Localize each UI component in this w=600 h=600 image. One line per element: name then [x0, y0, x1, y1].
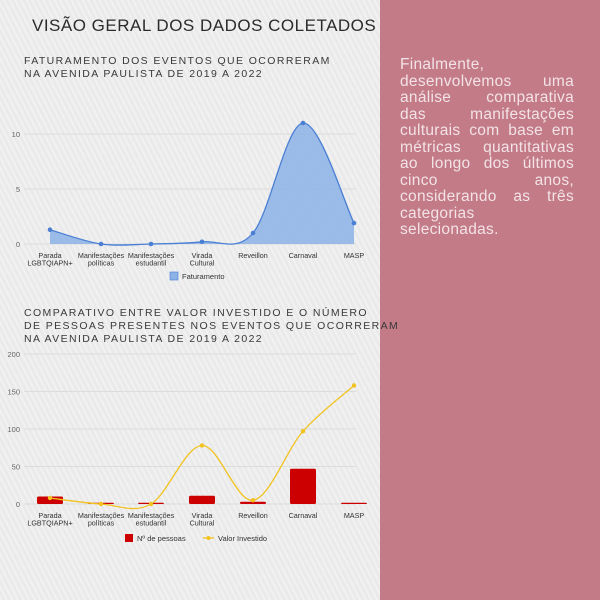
investment-point: [47, 495, 53, 501]
x-tick-label: Manifestações: [128, 511, 175, 520]
investment-point: [199, 443, 205, 448]
x-tick-label: Virada: [192, 251, 213, 260]
description-text: Finalmente, desenvolvemos uma análise co…: [400, 56, 574, 238]
legend-label: Faturamento: [182, 272, 225, 281]
y-tick-label: 10: [12, 130, 20, 139]
legend-swatch: [169, 271, 179, 281]
chart1-title-line: FATURAMENTO DOS EVENTOS QUE OCORRERAM: [24, 55, 331, 67]
chart2-title: COMPARATIVO ENTRE VALOR INVESTIDO E O NÚ…: [24, 307, 399, 346]
y-tick-label: 150: [7, 388, 20, 397]
x-tick-label: Manifestações: [128, 251, 175, 260]
legend-swatch: [125, 534, 133, 542]
bar: [290, 468, 316, 504]
bar: [341, 502, 367, 504]
y-tick-label: 0: [16, 500, 20, 509]
chart2-title-line: DE PESSOAS PRESENTES NOS EVENTOS QUE OCO…: [24, 320, 400, 332]
y-tick-label: 5: [16, 185, 20, 194]
revenue-area: [50, 122, 354, 246]
x-tick-label: Cultural: [190, 259, 215, 268]
page-title: VISÃO GERAL DOS DADOS COLETADOS: [32, 16, 377, 35]
revenue-point: [47, 227, 53, 232]
x-tick-label: Manifestações: [78, 511, 125, 520]
legend-swatch: [206, 536, 211, 540]
revenue-point: [300, 120, 306, 126]
investment-point: [300, 429, 306, 434]
x-tick-label: MASP: [344, 511, 365, 520]
x-tick-label: LGBTQIAPN+: [27, 519, 72, 528]
x-tick-label: Reveillon: [238, 511, 268, 520]
revenue-point: [98, 241, 104, 247]
x-tick-label: estudantil: [136, 519, 167, 528]
bar: [189, 495, 215, 504]
investment-point: [98, 501, 104, 507]
right-panel: [380, 0, 600, 600]
revenue-point: [351, 220, 357, 226]
revenue-point: [199, 239, 205, 245]
x-tick-label: estudantil: [136, 259, 167, 268]
x-tick-label: Carnaval: [289, 511, 318, 520]
y-tick-label: 0: [16, 240, 20, 249]
y-tick-label: 100: [7, 425, 20, 434]
x-tick-label: Cultural: [190, 519, 215, 528]
y-tick-label: 50: [12, 463, 20, 472]
chart1-title-line: NA AVENIDA PAULISTA DE 2019 A 2022: [24, 68, 264, 80]
legend-label: Valor Investido: [218, 534, 267, 543]
revenue-point: [250, 230, 256, 236]
investment-point: [250, 498, 256, 503]
x-tick-label: Reveillon: [238, 251, 268, 260]
revenue-line: [49, 122, 355, 246]
x-tick-label: Manifestações: [78, 251, 125, 260]
investment-point: [351, 383, 357, 388]
x-tick-label: Carnaval: [289, 251, 318, 260]
revenue-point: [148, 241, 154, 247]
revenue-area-chart: 0510ParadaLGBTQIAPN+Manifestaçõespolític…: [12, 120, 365, 281]
x-tick-label: Parada: [38, 511, 61, 520]
x-tick-label: LGBTQIAPN+: [27, 259, 72, 268]
x-tick-label: MASP: [344, 251, 365, 260]
chart2-title-line: NA AVENIDA PAULISTA DE 2019 A 2022: [24, 333, 264, 345]
chart2-title-line: COMPARATIVO ENTRE VALOR INVESTIDO E O NÚ…: [24, 307, 368, 319]
x-tick-label: Parada: [38, 251, 61, 260]
legend-label: Nº de pessoas: [137, 534, 186, 543]
x-tick-label: políticas: [88, 259, 115, 268]
bar: [240, 501, 266, 504]
y-tick-label: 200: [7, 350, 20, 359]
investment-point: [148, 501, 154, 507]
x-tick-label: Virada: [192, 511, 213, 520]
chart1-title: FATURAMENTO DOS EVENTOS QUE OCORRERAM NA…: [24, 55, 331, 81]
x-tick-label: políticas: [88, 519, 115, 528]
